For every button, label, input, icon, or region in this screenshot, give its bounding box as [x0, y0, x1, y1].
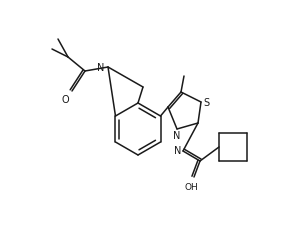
- Text: N: N: [97, 63, 105, 73]
- Text: N: N: [174, 145, 182, 155]
- Text: O: O: [61, 94, 69, 105]
- Text: S: S: [203, 98, 209, 108]
- Text: OH: OH: [184, 183, 198, 192]
- Text: N: N: [173, 130, 181, 140]
